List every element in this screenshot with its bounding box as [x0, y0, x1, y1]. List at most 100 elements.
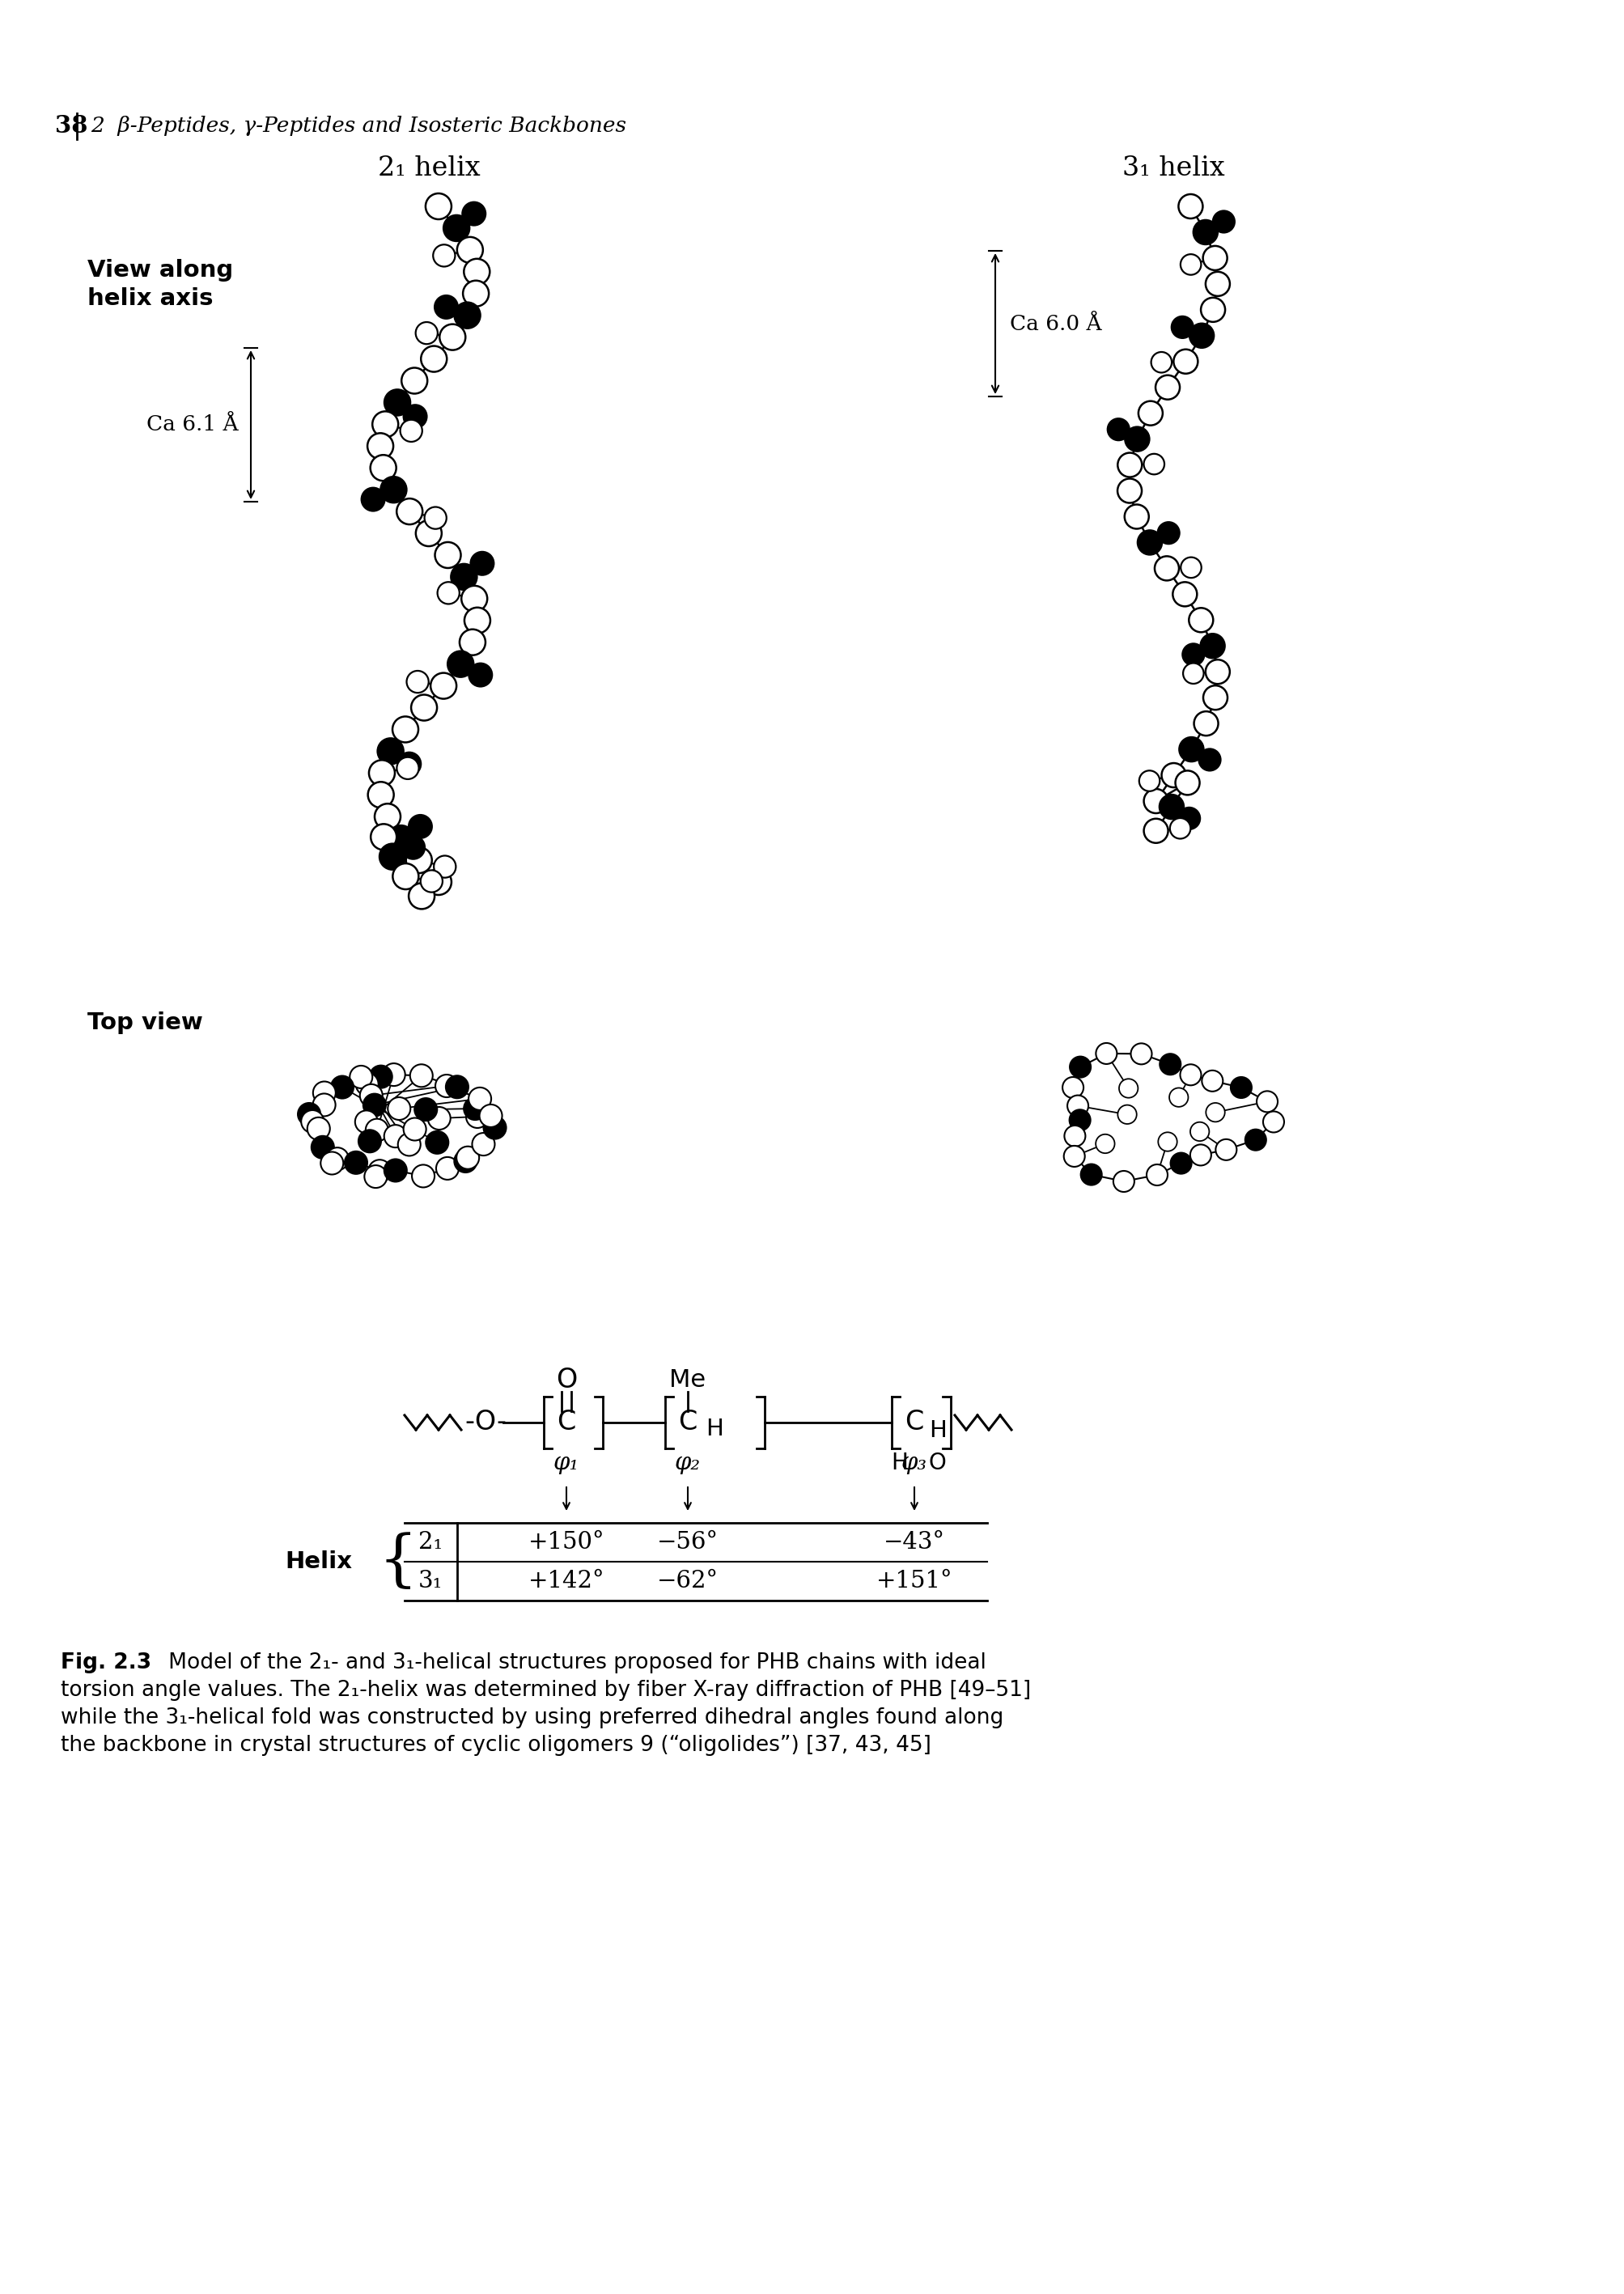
Circle shape — [416, 521, 442, 546]
Circle shape — [1117, 479, 1142, 502]
Circle shape — [1155, 555, 1179, 580]
Circle shape — [1202, 245, 1226, 271]
Text: +142°: +142° — [528, 1569, 604, 1592]
Circle shape — [1179, 736, 1203, 762]
Circle shape — [398, 752, 421, 775]
Circle shape — [471, 553, 494, 576]
Text: H: H — [929, 1420, 947, 1443]
Text: −43°: −43° — [883, 1530, 945, 1553]
Text: while the 3₁-helical fold was constructed by using preferred dihedral angles fou: while the 3₁-helical fold was constructe… — [60, 1707, 1004, 1727]
Circle shape — [1179, 1064, 1200, 1085]
Circle shape — [1229, 1076, 1250, 1099]
Text: C: C — [679, 1409, 697, 1436]
Text: 38: 38 — [55, 115, 88, 138]
Text: Ca 6.1 Å: Ca 6.1 Å — [146, 415, 239, 436]
Circle shape — [1064, 1145, 1085, 1168]
Text: -O-: -O- — [464, 1409, 507, 1436]
Text: O: O — [927, 1452, 945, 1475]
Circle shape — [385, 390, 411, 415]
Circle shape — [1062, 1076, 1083, 1099]
Circle shape — [403, 1117, 425, 1140]
Text: {: { — [378, 1532, 417, 1592]
Circle shape — [412, 1165, 434, 1188]
Circle shape — [1119, 1078, 1137, 1099]
Text: Fig. 2.3: Fig. 2.3 — [60, 1652, 151, 1672]
Text: 3₁: 3₁ — [417, 1569, 442, 1592]
Circle shape — [364, 1165, 387, 1188]
Circle shape — [1158, 1133, 1176, 1152]
Circle shape — [370, 454, 396, 482]
Circle shape — [1138, 771, 1160, 791]
Circle shape — [409, 883, 434, 908]
Circle shape — [372, 411, 398, 438]
Circle shape — [1174, 771, 1199, 796]
Text: φ₃: φ₃ — [901, 1452, 927, 1475]
Text: H: H — [892, 1452, 908, 1475]
Circle shape — [1112, 1170, 1134, 1193]
Circle shape — [375, 803, 401, 830]
Text: C: C — [905, 1409, 924, 1436]
Text: View along: View along — [88, 259, 234, 282]
Circle shape — [421, 346, 447, 372]
Text: Top view: Top view — [88, 1012, 203, 1035]
Circle shape — [1143, 819, 1168, 842]
Circle shape — [297, 1103, 320, 1126]
Circle shape — [1199, 748, 1220, 771]
Circle shape — [430, 672, 456, 700]
Circle shape — [1124, 427, 1148, 452]
Circle shape — [1169, 1154, 1190, 1175]
Circle shape — [401, 367, 427, 395]
Circle shape — [434, 245, 455, 266]
Circle shape — [463, 259, 489, 284]
Circle shape — [1155, 376, 1179, 399]
Circle shape — [468, 1087, 490, 1110]
Circle shape — [403, 404, 427, 429]
Circle shape — [331, 1076, 354, 1099]
Text: 2₁ helix: 2₁ helix — [377, 156, 479, 181]
Circle shape — [1156, 523, 1179, 544]
Circle shape — [414, 1099, 437, 1122]
Circle shape — [356, 1074, 378, 1097]
Circle shape — [435, 1074, 458, 1097]
Circle shape — [369, 1064, 391, 1087]
Circle shape — [1244, 1129, 1265, 1149]
Circle shape — [435, 541, 461, 569]
Circle shape — [437, 583, 460, 603]
Circle shape — [349, 1067, 372, 1087]
Circle shape — [1200, 633, 1224, 658]
Circle shape — [367, 434, 393, 459]
Text: φ₂: φ₂ — [674, 1452, 700, 1475]
Circle shape — [434, 296, 458, 319]
Circle shape — [1205, 1103, 1224, 1122]
Circle shape — [1124, 505, 1148, 530]
Circle shape — [411, 695, 437, 720]
Circle shape — [370, 824, 396, 849]
Circle shape — [313, 1080, 336, 1103]
Text: +151°: +151° — [875, 1569, 952, 1592]
Circle shape — [1147, 1165, 1168, 1186]
Circle shape — [393, 716, 417, 743]
Text: φ₁: φ₁ — [554, 1452, 580, 1475]
Circle shape — [401, 835, 424, 858]
Circle shape — [364, 1094, 385, 1117]
Circle shape — [344, 1152, 367, 1175]
Circle shape — [1202, 1071, 1223, 1092]
Text: Ca 6.0 Å: Ca 6.0 Å — [1010, 314, 1101, 335]
Circle shape — [1205, 271, 1229, 296]
Circle shape — [466, 1106, 489, 1129]
Circle shape — [365, 1119, 388, 1142]
Circle shape — [383, 1124, 406, 1147]
Circle shape — [456, 236, 482, 264]
Circle shape — [1069, 1058, 1090, 1078]
Text: helix axis: helix axis — [88, 287, 213, 310]
Circle shape — [464, 608, 490, 633]
Circle shape — [367, 782, 393, 807]
Circle shape — [313, 1094, 335, 1117]
Text: Me: Me — [669, 1370, 706, 1392]
Circle shape — [455, 1149, 477, 1172]
Circle shape — [1182, 663, 1203, 684]
Circle shape — [479, 1103, 502, 1126]
Circle shape — [406, 670, 429, 693]
Circle shape — [1194, 711, 1218, 736]
Circle shape — [1192, 220, 1216, 245]
